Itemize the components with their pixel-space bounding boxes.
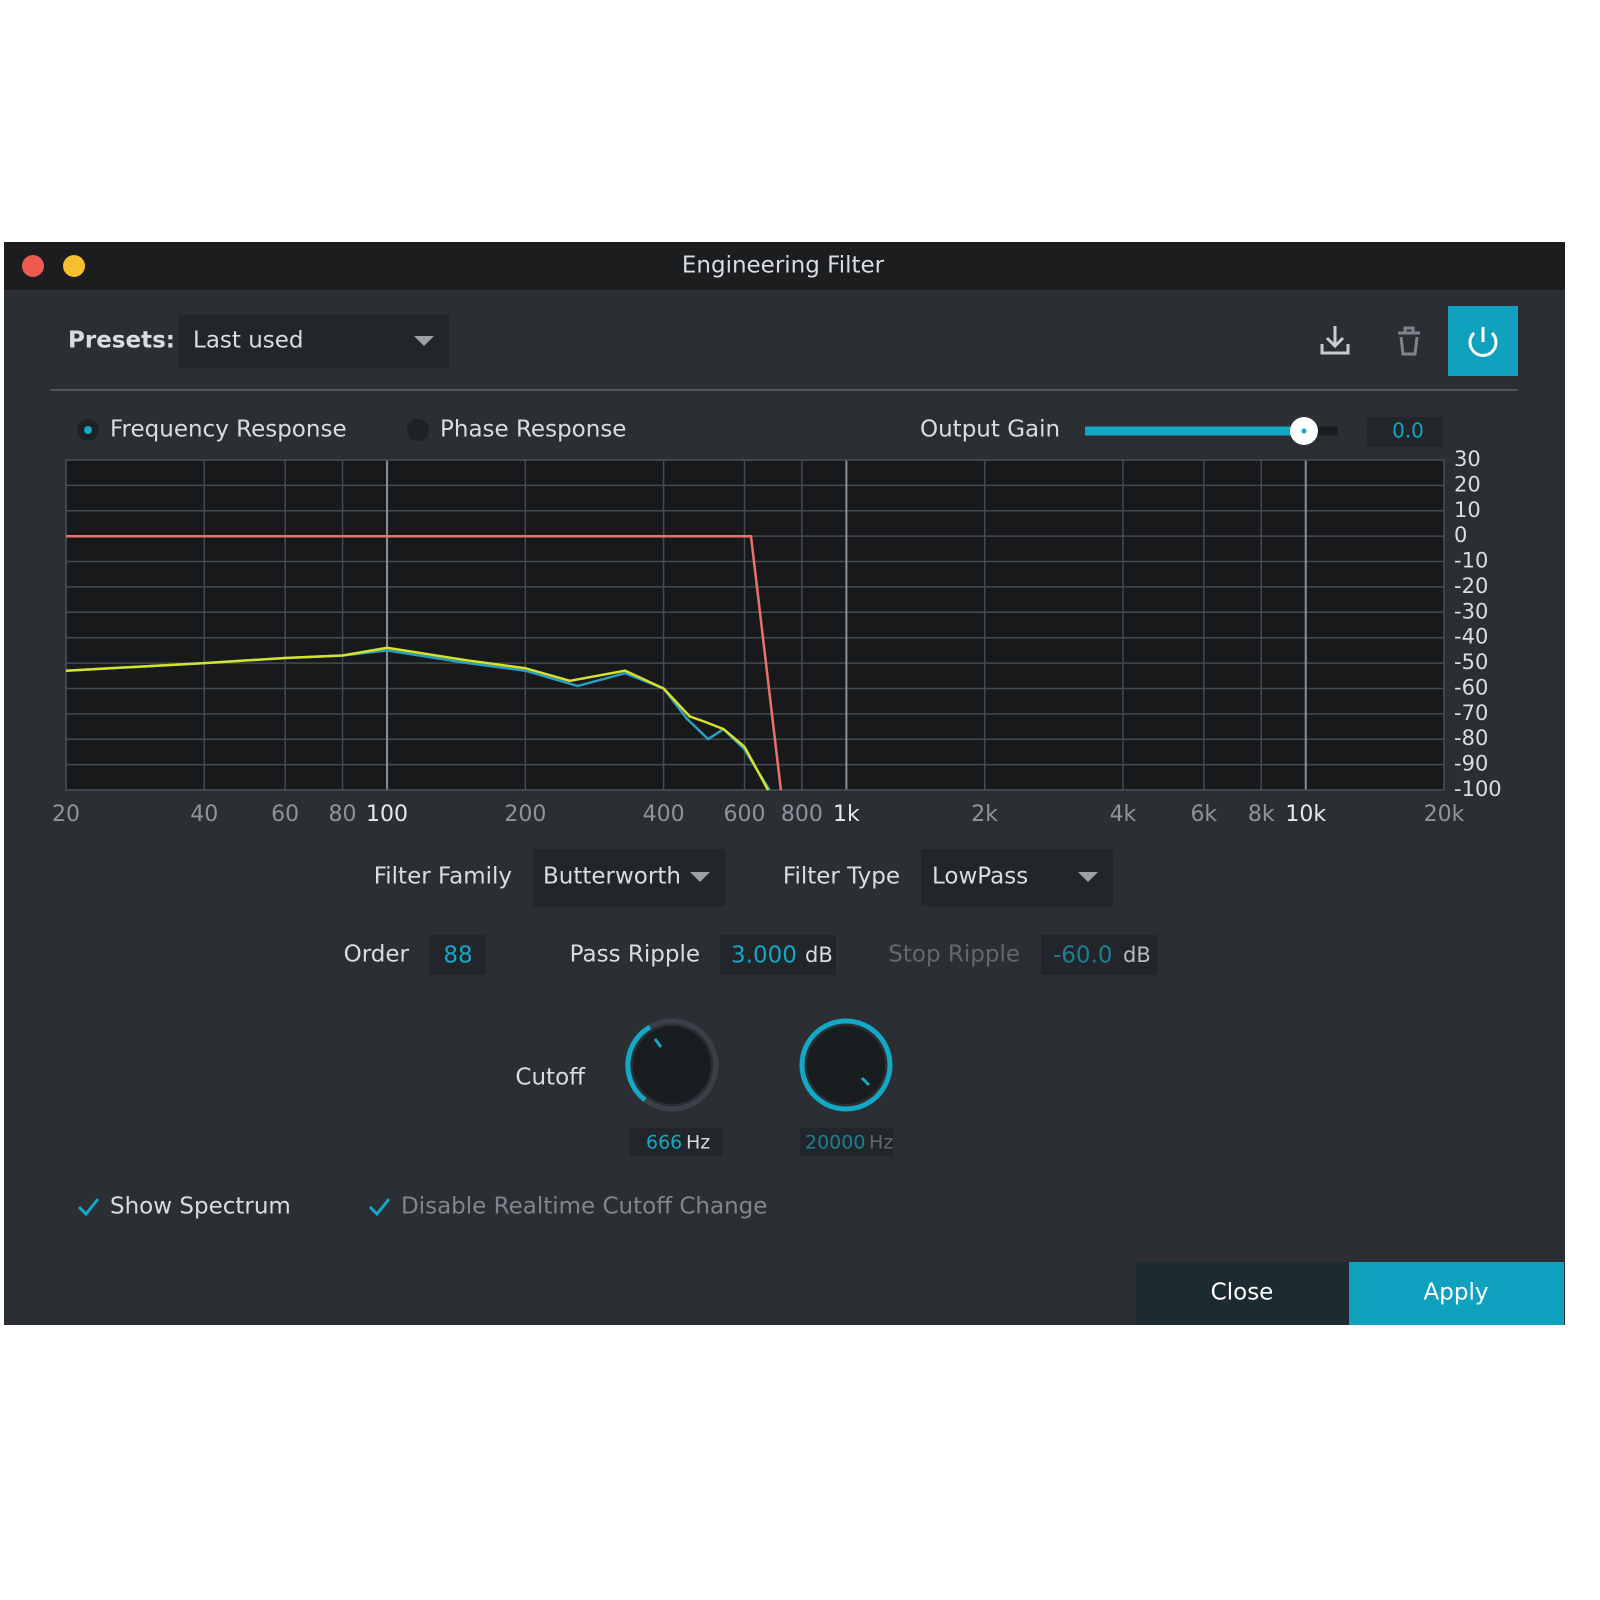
y-tick-label: -20 — [1454, 574, 1488, 598]
order-box[interactable] — [429, 935, 486, 975]
knob-pointer — [653, 1038, 663, 1048]
checkbox-label[interactable]: Show Spectrum — [110, 1194, 291, 1220]
y-tick-label: -80 — [1454, 726, 1488, 750]
plot-area — [66, 460, 1444, 790]
filter-family-dropdown[interactable] — [533, 849, 725, 906]
tab-label[interactable]: Frequency Response — [110, 417, 347, 443]
x-tick-label: 40 — [190, 802, 218, 827]
save-icon[interactable] — [1320, 326, 1350, 355]
filter-type-label: Filter Type — [783, 864, 900, 890]
pass-ripple-label: Pass Ripple — [570, 942, 700, 968]
gain-box[interactable] — [1367, 417, 1443, 447]
close-button[interactable] — [1136, 1262, 1349, 1325]
cutoff-unit: Hz — [686, 1132, 710, 1154]
stop-ripple-label: Stop Ripple — [888, 942, 1020, 968]
x-tick-label: 60 — [271, 802, 299, 827]
dropdown-arrow — [690, 872, 710, 882]
checkbox[interactable] — [368, 1198, 391, 1217]
y-tick-label: -100 — [1454, 777, 1502, 801]
y-tick-label: -10 — [1454, 549, 1488, 573]
knob-arc — [625, 1024, 652, 1102]
tab-label[interactable]: Phase Response — [440, 417, 626, 443]
slider-thumb-dot — [1301, 428, 1307, 434]
y-tick-label: -60 — [1454, 675, 1488, 699]
filter-type-value: LowPass — [932, 864, 1028, 890]
pass-ripple-unit: dB — [805, 943, 833, 967]
y-tick-label: -90 — [1454, 752, 1488, 776]
plot: 3020100-10-20-30-40-50-60-70-80-90-10020… — [52, 447, 1502, 827]
gain-value: 0.0 — [1392, 419, 1424, 443]
close-dot[interactable] — [22, 255, 44, 277]
radio-dot — [84, 426, 92, 434]
x-tick-label: 80 — [329, 802, 357, 827]
checkbox-label[interactable]: Disable Realtime Cutoff Change — [401, 1194, 767, 1220]
dropdown-arrow — [1078, 872, 1098, 882]
cutoff-box[interactable] — [629, 1128, 722, 1156]
pass-ripple-value: 3.000 — [731, 943, 797, 969]
x-tick-label: 20 — [52, 802, 80, 827]
knob-pointer — [860, 1076, 871, 1087]
apply-button-label: Apply — [1424, 1280, 1489, 1306]
dropdown-arrow — [414, 336, 434, 346]
cutoff-box — [800, 1128, 893, 1156]
knob-ring — [799, 1018, 893, 1112]
series-line — [65, 646, 770, 791]
series-line — [66, 534, 783, 791]
x-tick-label: 800 — [781, 802, 823, 827]
y-tick-label: -50 — [1454, 650, 1488, 674]
y-tick-label: -30 — [1454, 599, 1488, 623]
x-tick-label: 6k — [1190, 802, 1217, 827]
filter-family-value: Butterworth — [543, 864, 681, 890]
x-tick-label: 1k — [833, 802, 860, 827]
pass-ripple-box[interactable] — [720, 935, 836, 975]
checkbox[interactable] — [77, 1198, 100, 1217]
x-tick-label: 8k — [1248, 802, 1275, 827]
x-tick-label: 2k — [971, 802, 998, 827]
radio[interactable] — [407, 419, 429, 441]
x-tick-label: 4k — [1110, 802, 1137, 827]
apply-button[interactable] — [1349, 1262, 1564, 1325]
cutoff-unit: Hz — [869, 1132, 893, 1154]
y-tick-label: 10 — [1454, 498, 1481, 522]
x-tick-label: 10k — [1285, 802, 1326, 827]
knob[interactable] — [633, 1026, 711, 1104]
order-label: Order — [344, 942, 410, 968]
cutoff-value: 666 — [646, 1132, 682, 1154]
cutoff-label: Cutoff — [515, 1065, 586, 1091]
y-tick-label: -70 — [1454, 701, 1488, 725]
presets-label: Presets: — [68, 328, 175, 354]
output-gain-label: Output Gain — [920, 417, 1060, 443]
stop-ripple-value: -60.0 — [1053, 943, 1113, 969]
filter-type-dropdown[interactable] — [921, 849, 1113, 906]
presets-value: Last used — [193, 328, 304, 354]
x-tick-label: 400 — [643, 802, 685, 827]
x-tick-label: 20k — [1424, 802, 1465, 827]
y-tick-label: 20 — [1454, 472, 1481, 496]
y-tick-label: 30 — [1454, 447, 1481, 471]
minimize-dot[interactable] — [63, 255, 85, 277]
order-value: 88 — [443, 943, 472, 969]
x-tick-label: 200 — [504, 802, 546, 827]
filter-family-label: Filter Family — [374, 864, 512, 890]
y-tick-label: -40 — [1454, 625, 1488, 649]
close-button-label: Close — [1211, 1280, 1274, 1306]
power-icon — [1468, 327, 1498, 357]
x-tick-label: 100 — [366, 802, 408, 827]
y-tick-label: 0 — [1454, 523, 1467, 547]
delete-icon[interactable] — [1398, 326, 1420, 356]
knob[interactable] — [807, 1026, 885, 1104]
stop-ripple-box — [1041, 935, 1157, 975]
stop-ripple-unit: dB — [1123, 943, 1151, 967]
plot-frame — [65, 459, 1445, 791]
cutoff-value: 20000 — [805, 1132, 865, 1154]
presets-dropdown[interactable] — [179, 315, 449, 368]
x-tick-label: 600 — [723, 802, 765, 827]
title-bar — [4, 242, 1565, 290]
window-title: Engineering Filter — [682, 253, 885, 279]
